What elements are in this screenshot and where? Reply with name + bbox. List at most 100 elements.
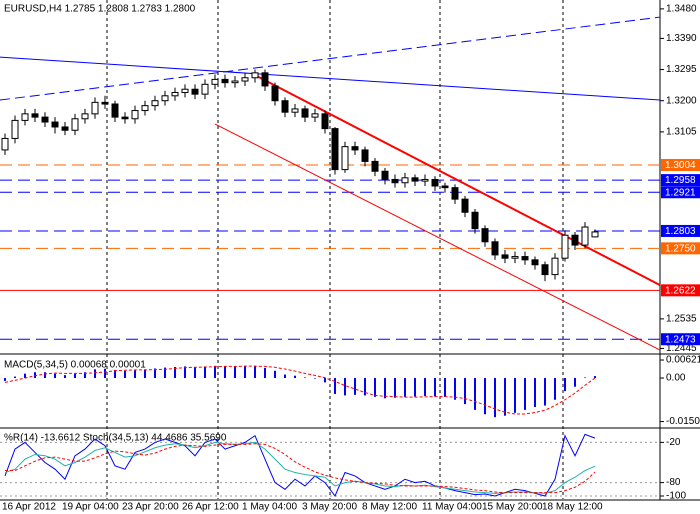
macd-bar [184,366,186,379]
price-level-label: 1.2473 [665,334,696,345]
candle-body [411,177,419,182]
macd-bar [74,373,76,379]
price-level-tag [661,159,700,172]
candle-body [51,121,59,128]
price-level-label: 1.3004 [665,160,696,171]
y-tick-label: -0.01502 [666,416,700,427]
macd-bar [554,378,556,400]
price-level-tag [661,284,700,297]
candle-body [311,113,319,118]
macd-bar [594,376,596,379]
candle-body [271,85,279,102]
macd-bar [564,378,566,392]
candle-body [571,234,579,246]
candle-body [331,128,339,171]
macd-bar [544,378,546,406]
candle-body [61,126,69,131]
price-level-label: 1.2750 [665,243,696,254]
macd-bar [14,376,16,379]
macd-bar [264,367,266,379]
candle-body [491,241,499,256]
candle-body [161,95,169,102]
candle-body [101,101,109,105]
x-tick-label: 15 May 20:00 [482,502,543,513]
macd-bar [324,378,326,383]
macd-bar [384,378,386,399]
y-tick-label: -80 [666,477,681,488]
macd-bar [504,378,506,416]
macd-bar [174,367,176,379]
candle-body [91,101,99,115]
macd-bar [124,370,126,379]
price-level-tag [661,333,700,346]
macd-signal [4,365,596,415]
oscillator-line [4,441,596,494]
candle-body [551,257,559,276]
macd-bar [144,369,146,379]
macd-bar [284,374,286,379]
price-level-tag [661,224,700,237]
candle-body [11,119,19,139]
candle-body [451,187,459,200]
y-tick-label: 1.3105 [666,127,697,138]
macd-bar [374,378,376,397]
macd-bar [204,366,206,379]
candle-body [131,110,139,120]
y-tick-label: -100 [666,491,686,502]
macd-bar [444,378,446,397]
macd-bar [114,369,116,379]
macd-bar [584,377,586,379]
candle-body [151,100,159,107]
candle-body [341,146,349,171]
macd-bar [154,368,156,379]
macd-bar [84,372,86,379]
candle-body [301,108,309,118]
candle-body [251,72,259,79]
y-tick-label: 1.2445 [666,343,697,354]
trendline [254,74,661,286]
y-tick-label: 1.3295 [666,64,697,75]
macd-bar [394,378,396,398]
trendline [0,16,661,101]
macd-bar [514,378,516,413]
candle-body [41,116,49,123]
candle-body [291,108,299,113]
oscillator-header: %R(14) -13.6612 Stoch(34,5,13) 44.4686 3… [4,433,227,444]
x-tick-label: 16 Apr 2012 [2,502,56,513]
macd-bar [224,366,226,379]
macd-bar [414,378,416,397]
macd-bar [234,366,236,379]
macd-bar [64,375,66,379]
macd-bar [404,378,406,397]
macd-bar [304,377,306,379]
candle-body [541,264,549,276]
candle-body [241,77,249,82]
macd-bar [344,378,346,396]
x-tick-label: 11 May 04:00 [422,502,482,513]
x-tick-label: 18 May 12:00 [542,502,603,513]
macd-bar [104,368,106,379]
candle-body [31,113,39,118]
candle-body [181,88,189,94]
candle-body [501,254,509,259]
macd-bar [434,378,436,397]
candle-body [471,211,479,230]
x-tick-label: 3 May 20:00 [302,502,357,513]
x-tick-label: 8 May 12:00 [362,502,417,513]
macd-bar [44,372,46,379]
price-level-label: 1.2958 [665,175,696,186]
candle-body [511,256,519,259]
macd-bar [424,378,426,396]
macd-bar [244,366,246,379]
candle-body [261,72,269,87]
price-level-label: 1.2921 [665,187,696,198]
macd-bar [24,373,26,379]
candle-body [421,178,429,182]
candle-body [481,228,489,243]
macd-bar [34,372,36,379]
candle-body [401,177,409,184]
candle-body [171,92,179,97]
y-tick-label: 1.3200 [666,95,697,106]
price-level-label: 1.2622 [665,285,696,296]
